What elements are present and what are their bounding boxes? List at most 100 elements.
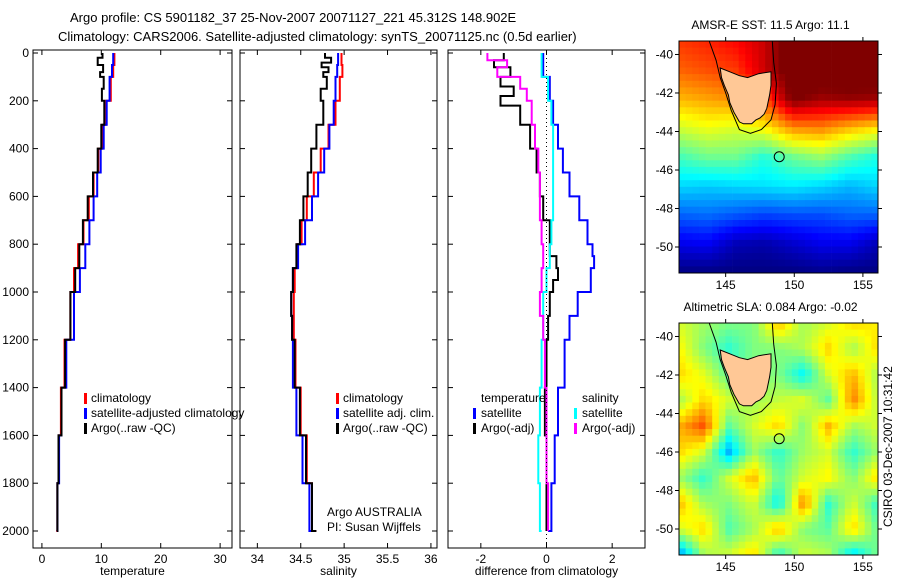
heatmap-cell — [844, 468, 852, 476]
heatmap-cell — [858, 468, 866, 476]
heatmap-cell — [805, 448, 812, 456]
heatmap-cell — [725, 342, 733, 350]
heatmap-cell — [732, 213, 740, 221]
heatmap-cell — [851, 429, 859, 437]
y-tick-label: 1600 — [2, 428, 29, 442]
heatmap-cell — [838, 160, 846, 168]
heatmap-cell — [725, 528, 733, 536]
heatmap-cell — [771, 186, 779, 194]
heatmap-cell — [838, 409, 846, 417]
heatmap-cell — [844, 329, 852, 337]
heatmap-cell — [725, 448, 733, 456]
heatmap-cell — [765, 329, 773, 337]
heatmap-cell — [718, 226, 726, 234]
heatmap-cell — [778, 389, 786, 397]
heatmap-cell — [758, 60, 766, 68]
heatmap-cell — [824, 120, 832, 128]
heatmap-cell — [871, 329, 879, 337]
heatmap-cell — [791, 349, 799, 357]
heatmap-cell — [838, 54, 846, 62]
lat-tick-label: -40 — [656, 329, 674, 343]
heatmap-cell — [791, 239, 799, 247]
heatmap-cell — [805, 429, 812, 437]
heatmap-cell — [785, 349, 793, 357]
heatmap-cell — [679, 535, 686, 543]
heatmap-cell — [725, 140, 733, 148]
heatmap-cell — [725, 521, 733, 529]
heatmap-cell — [698, 342, 706, 350]
heatmap-cell — [745, 323, 753, 330]
heatmap-cell — [798, 376, 806, 383]
x-tick-label: 35 — [337, 552, 351, 566]
heatmap-cell — [712, 94, 720, 101]
heatmap-cell — [698, 356, 706, 364]
heatmap-cell — [831, 329, 839, 337]
heatmap-cell — [844, 369, 852, 377]
heatmap-cell — [765, 127, 773, 135]
heatmap-cell — [765, 133, 773, 141]
heatmap-cell — [698, 468, 706, 476]
heatmap-cell — [864, 528, 872, 536]
heatmap-cell — [844, 133, 852, 141]
heatmap-cell — [871, 342, 879, 350]
heatmap-cell — [811, 356, 819, 364]
heatmap-cell — [798, 133, 806, 141]
heatmap-cell — [685, 87, 693, 95]
heatmap-cell — [718, 147, 726, 155]
legend-label: satellite adj. clim. — [343, 406, 434, 420]
heatmap-cell — [851, 395, 859, 403]
heatmap-cell — [791, 422, 799, 430]
heatmap-cell — [712, 395, 720, 403]
heatmap-cell — [758, 259, 766, 267]
heatmap-cell — [791, 362, 799, 370]
heatmap-cell — [851, 226, 859, 234]
heatmap-cell — [864, 356, 872, 364]
heatmap-cell — [791, 160, 799, 168]
heatmap-cell — [698, 535, 706, 543]
heatmap-cell — [698, 508, 706, 516]
heatmap-cell — [758, 349, 766, 357]
heatmap-cell — [791, 193, 799, 201]
heatmap-cell — [785, 336, 793, 344]
heatmap-cell — [871, 266, 879, 274]
heatmap-cell — [864, 329, 872, 337]
heatmap-cell — [864, 435, 872, 443]
heatmap-cell — [831, 54, 839, 62]
heatmap-cell — [778, 369, 786, 377]
heatmap-cell — [864, 107, 872, 115]
heatmap-cell — [858, 402, 866, 410]
heatmap-cell — [858, 502, 866, 509]
heatmap-cell — [698, 521, 706, 529]
heatmap-cell — [745, 508, 753, 516]
heatmap-cell — [778, 74, 786, 82]
heatmap-cell — [738, 206, 746, 214]
heatmap-cell — [844, 515, 852, 523]
heatmap-cell — [844, 402, 852, 410]
heatmap-cell — [679, 336, 686, 344]
heatmap-cell — [738, 41, 746, 48]
heatmap-cell — [685, 415, 693, 423]
heatmap-cell — [679, 74, 686, 82]
heatmap-cell — [679, 475, 686, 483]
heatmap-cell — [738, 435, 746, 443]
heatmap-cell — [864, 455, 872, 463]
heatmap-cell — [844, 113, 852, 121]
heatmap-cell — [718, 153, 726, 161]
heatmap-cell — [692, 87, 700, 95]
heatmap-cell — [778, 239, 786, 247]
heatmap-cell — [824, 107, 832, 115]
heatmap-cell — [679, 180, 686, 188]
heatmap-cell — [705, 186, 713, 194]
plot-frame — [32, 49, 233, 549]
heatmap-cell — [858, 376, 866, 383]
heatmap-cell — [705, 442, 713, 450]
heatmap-cell — [679, 548, 686, 556]
heatmap-cell — [785, 253, 793, 261]
heatmap-cell — [685, 206, 693, 214]
heatmap-cell — [791, 369, 799, 377]
heatmap-cell — [692, 213, 700, 221]
heatmap-cell — [864, 515, 872, 523]
heatmap-cell — [818, 226, 826, 234]
heatmap-cell — [785, 376, 793, 383]
heatmap-cell — [818, 528, 826, 536]
